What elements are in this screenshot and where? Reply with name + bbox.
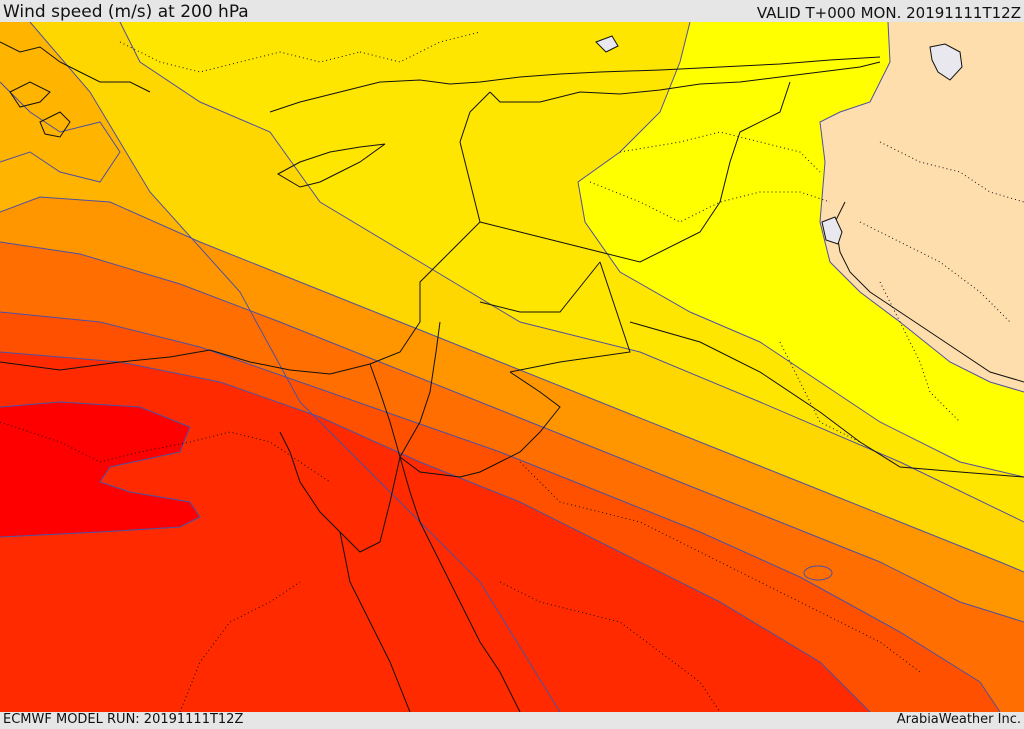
country-borders [369, 61, 1024, 478]
map-canvas [0, 22, 1024, 712]
wind-band-11 [0, 402, 200, 537]
header-bar: Wind speed (m/s) at 200 hPa VALID T+000 … [0, 0, 1024, 22]
footer-bar: ECMWF MODEL RUN: 20191111T12Z ArabiaWeat… [0, 712, 1024, 729]
wind-band-2 [820, 22, 1024, 392]
map-title: Wind speed (m/s) at 200 hPa [3, 2, 249, 22]
wind-band-10 [0, 352, 870, 712]
credit-label: ArabiaWeather Inc. [896, 712, 1021, 727]
regional-boundaries [0, 31, 1024, 712]
isotach-contours [0, 22, 1024, 712]
wind-speed-map[interactable] [0, 22, 1024, 712]
lakes [595, 35, 963, 245]
model-run-label: ECMWF MODEL RUN: 20191111T12Z [3, 712, 244, 727]
valid-time-label: VALID T+000 MON. 20191111T12Z [756, 4, 1021, 22]
